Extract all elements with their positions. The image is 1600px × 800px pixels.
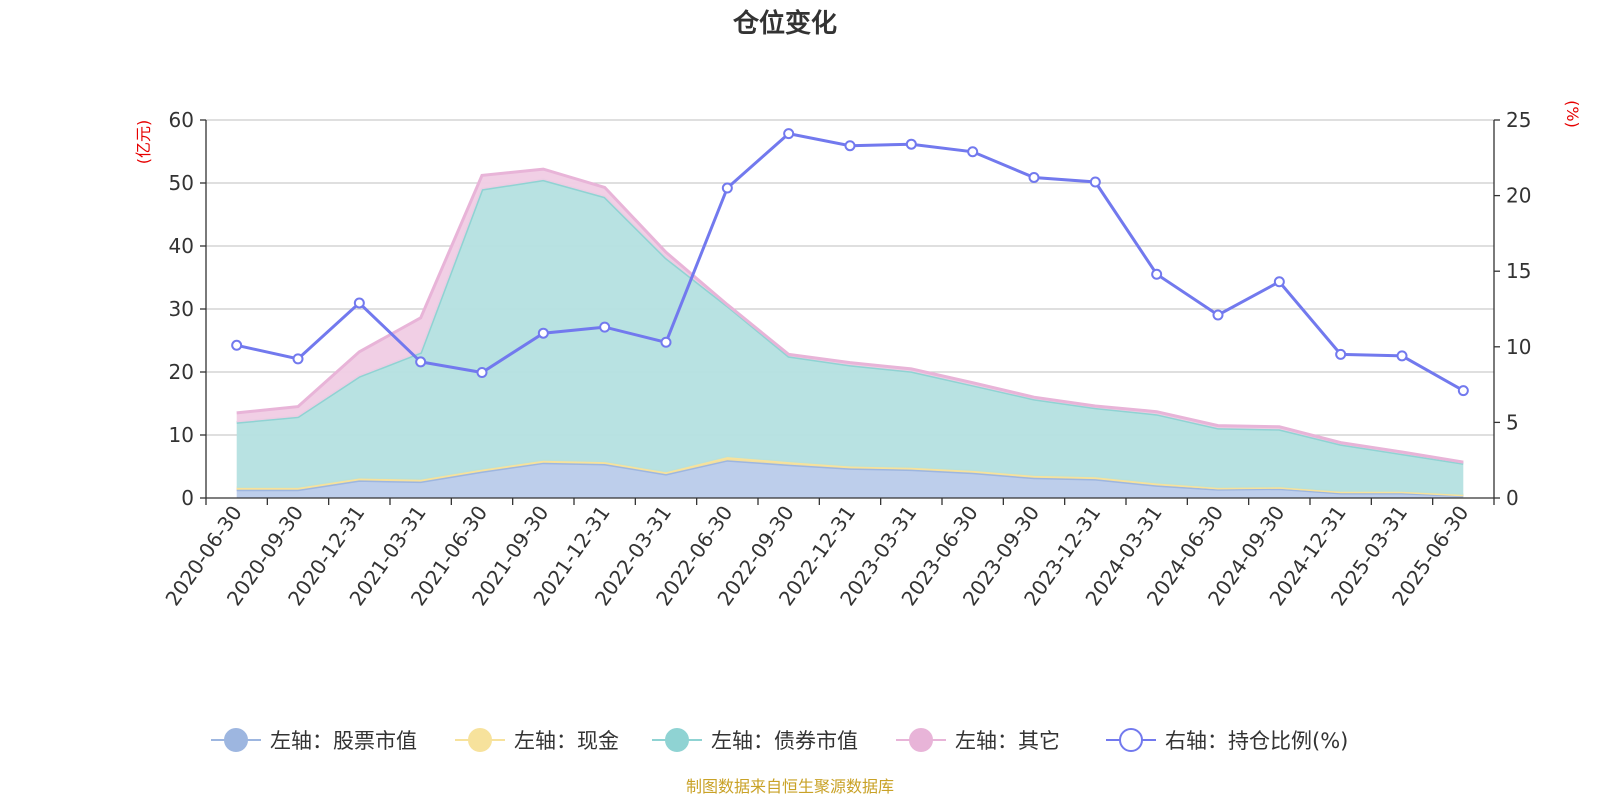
right-tick-label: 0 bbox=[1506, 486, 1519, 510]
legend-label: 左轴：股票市值 bbox=[270, 729, 417, 753]
ratio-point bbox=[1089, 176, 1101, 188]
ratio-point bbox=[537, 327, 549, 339]
left-tick-label: 30 bbox=[169, 297, 194, 321]
legend-marker bbox=[224, 728, 248, 752]
legend-item-2[interactable]: 左轴：债券市值 bbox=[652, 728, 858, 753]
ratio-point bbox=[1151, 268, 1163, 280]
ratio-point bbox=[1335, 348, 1347, 360]
left-tick-label: 20 bbox=[169, 360, 194, 384]
ratio-point bbox=[1028, 171, 1040, 183]
stacked-areas bbox=[236, 167, 1464, 498]
ratio-point bbox=[292, 353, 304, 365]
right-tick-label: 25 bbox=[1506, 108, 1531, 132]
ratio-point bbox=[1212, 309, 1224, 321]
right-tick-label: 5 bbox=[1506, 410, 1519, 434]
ratio-point bbox=[905, 138, 917, 150]
left-tick-label: 0 bbox=[181, 486, 194, 510]
ratio-point bbox=[721, 182, 733, 194]
right-tick-label: 10 bbox=[1506, 335, 1531, 359]
legend-marker bbox=[468, 728, 492, 752]
ratio-point bbox=[660, 336, 672, 348]
ratio-point bbox=[599, 321, 611, 333]
holding-ratio-line bbox=[231, 128, 1469, 397]
legend-marker bbox=[1119, 728, 1143, 752]
left-tick-label: 40 bbox=[169, 234, 194, 258]
ratio-point bbox=[844, 140, 856, 152]
area-series-2 bbox=[236, 179, 1464, 495]
legend-marker bbox=[909, 728, 933, 752]
legend-label: 左轴：现金 bbox=[514, 729, 619, 753]
chart-title: 仓位变化 bbox=[732, 8, 837, 39]
ratio-point bbox=[231, 339, 243, 351]
source-note: 制图数据来自恒生聚源数据库 bbox=[686, 777, 894, 796]
legend-item-3[interactable]: 左轴：其它 bbox=[896, 728, 1060, 753]
legend-item-4[interactable]: 右轴：持仓比例(%) bbox=[1106, 728, 1348, 753]
ratio-point bbox=[1273, 276, 1285, 288]
ratio-point bbox=[1396, 350, 1408, 362]
right-tick-label: 20 bbox=[1506, 184, 1531, 208]
area-series-0 bbox=[236, 460, 1464, 498]
legend-label: 左轴：其它 bbox=[955, 729, 1060, 753]
left-tick-label: 10 bbox=[169, 423, 194, 447]
legend[interactable]: 左轴：股票市值 左轴：现金 左轴：债券市值 左轴：其它 右轴：持仓比例(%) bbox=[211, 728, 1348, 753]
left-tick-label: 60 bbox=[169, 108, 194, 132]
legend-label: 左轴：债券市值 bbox=[711, 729, 858, 753]
ratio-point bbox=[353, 297, 365, 309]
ratio-point bbox=[415, 356, 427, 368]
left-axis-unit: (亿元) bbox=[134, 120, 153, 165]
right-axis-unit: (%) bbox=[1563, 100, 1582, 128]
ratio-point bbox=[1457, 385, 1469, 397]
legend-marker bbox=[665, 728, 689, 752]
right-tick-label: 15 bbox=[1506, 259, 1531, 283]
ratio-point bbox=[783, 128, 795, 140]
ratio-point bbox=[967, 146, 979, 158]
legend-label: 右轴：持仓比例(%) bbox=[1165, 729, 1348, 753]
legend-item-1[interactable]: 左轴：现金 bbox=[455, 728, 619, 753]
legend-item-0[interactable]: 左轴：股票市值 bbox=[211, 728, 417, 753]
ratio-point bbox=[476, 367, 488, 379]
left-tick-label: 50 bbox=[169, 171, 194, 195]
area-edge-3 bbox=[236, 167, 1464, 464]
